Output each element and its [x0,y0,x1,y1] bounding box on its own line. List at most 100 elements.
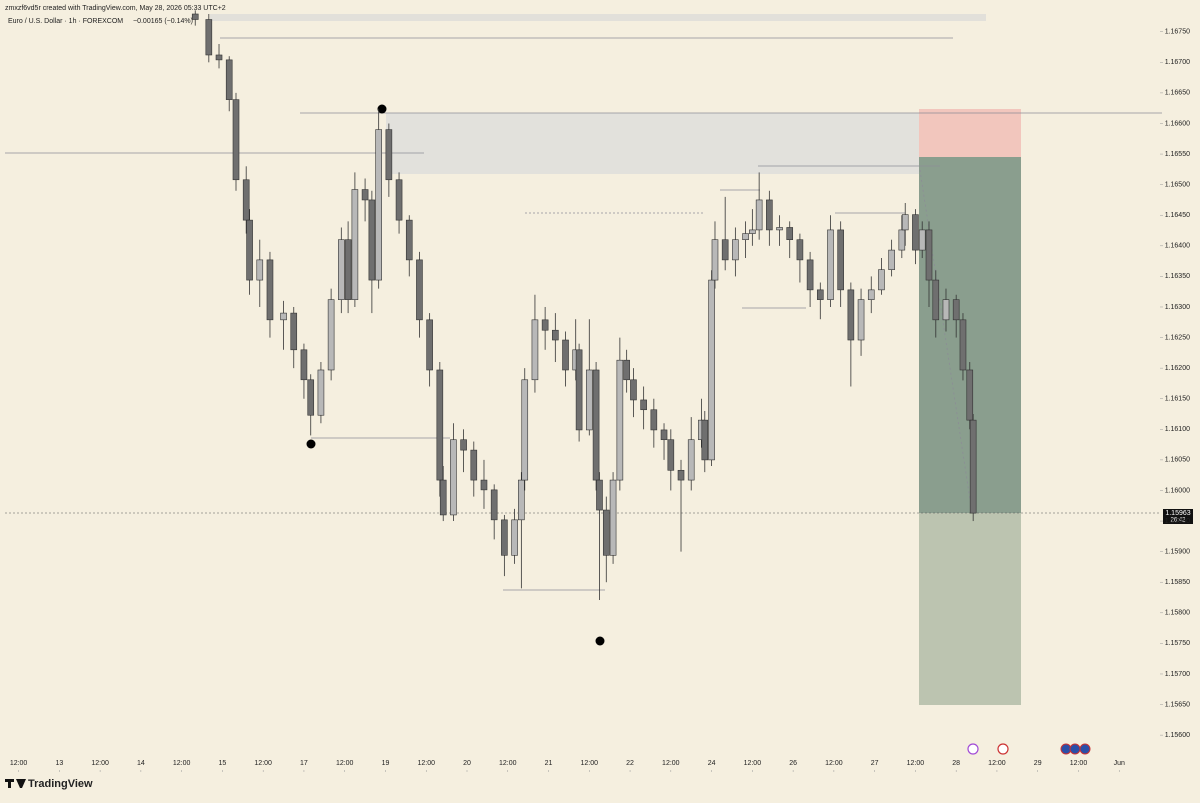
candle-body [857,299,865,341]
candle-body [596,479,603,511]
candle-body [450,439,457,516]
candle-body [531,319,539,381]
y-tick-label: 1.16600 [1165,120,1190,127]
candle-body [796,239,804,261]
y-tick-label: 1.15800 [1165,610,1190,617]
y-tick-label: 1.16700 [1165,59,1190,66]
candle-body [490,489,498,521]
candle-body [952,299,960,321]
x-tick-label: 12:00 [336,760,354,767]
x-tick-label: 22 [626,760,634,767]
x-tick-label: 26 [789,760,797,767]
candle-body [351,189,359,300]
x-tick-label: 12:00 [988,760,1006,767]
candle-body [191,13,199,20]
candle-body [742,233,749,240]
candle-body [552,329,559,341]
x-tick-label: 20 [463,760,471,767]
candle-body [776,227,783,231]
y-tick-label: 1.16550 [1165,151,1190,158]
candle-body [395,179,403,221]
event-icon[interactable] [997,743,1009,755]
y-tick-label: 1.16200 [1165,365,1190,372]
y-tick-label: 1.16000 [1165,487,1190,494]
candle-body [786,227,794,240]
candle-body [460,439,467,451]
candle-body [575,349,583,431]
candle-body [501,519,508,556]
candle-body [912,214,919,251]
x-tick-label: 21 [545,760,553,767]
candle-body [368,199,376,281]
candle-body [925,229,933,281]
candle-body [640,399,647,411]
zone [386,113,940,174]
candle-body [732,239,739,261]
candle-body [361,189,369,201]
x-tick-label: 24 [708,760,716,767]
candle-body [766,199,773,231]
y-tick-label: 1.16500 [1165,181,1190,188]
event-icon[interactable] [1069,743,1081,755]
candle-body [436,369,444,481]
candle-body [888,249,895,270]
candle-body [290,312,298,351]
x-tick-label: 15 [219,760,227,767]
y-tick-label: 1.16650 [1165,90,1190,97]
candle-body [327,299,335,371]
candle-body [687,439,695,481]
candle-body [562,339,569,371]
candle-body [205,19,213,56]
x-tick-label: 12:00 [499,760,517,767]
candle-body [721,239,729,261]
brand-logo [5,779,26,788]
candle-body [307,379,315,416]
y-tick-label: 1.15600 [1165,732,1190,739]
y-tick-label: 1.16350 [1165,273,1190,280]
candle-body [280,312,287,321]
candle-body [711,239,719,281]
candle-body [256,259,264,281]
candle-body [242,179,250,221]
candle-body [592,369,600,481]
candle-body [630,379,637,401]
event-icon[interactable] [967,743,979,755]
y-tick-label: 1.16300 [1165,304,1190,311]
x-tick-label: 12:00 [417,760,435,767]
candle-body [969,419,977,514]
x-tick-label: 13 [55,760,63,767]
event-icon[interactable] [1079,743,1091,755]
x-tick-label: 29 [1034,760,1042,767]
stop-zone [919,109,1021,157]
candle-body [847,289,855,341]
candle-body [585,369,593,431]
candle-body [480,479,488,491]
x-tick-label: 12:00 [254,760,272,767]
candle-body [942,299,950,321]
x-tick-label: 12:00 [173,760,191,767]
x-tick-label: 12:00 [662,760,680,767]
candle-body [385,129,393,181]
credit: zmxzf6vd5r created with TradingView.com,… [5,5,226,12]
y-tick-label: 1.15650 [1165,701,1190,708]
countdown: 26:42 [1170,518,1186,524]
candle-body [667,439,675,471]
candle-body [317,369,325,416]
candle-body [806,259,814,291]
candle-body [932,279,940,321]
y-tick-label: 1.15750 [1165,640,1190,647]
y-tick-label: 1.16250 [1165,334,1190,341]
candles [191,10,977,600]
x-tick-label: 12:00 [907,760,925,767]
candle-body [701,419,709,461]
y-tick-label: 1.15850 [1165,579,1190,586]
pivot-dot [377,104,387,114]
candle-body [225,59,233,100]
y-tick-label: 1.15700 [1165,671,1190,678]
candle-body [518,479,525,521]
candle-body [300,349,308,381]
candle-body [266,259,274,321]
candle-body [959,319,967,371]
